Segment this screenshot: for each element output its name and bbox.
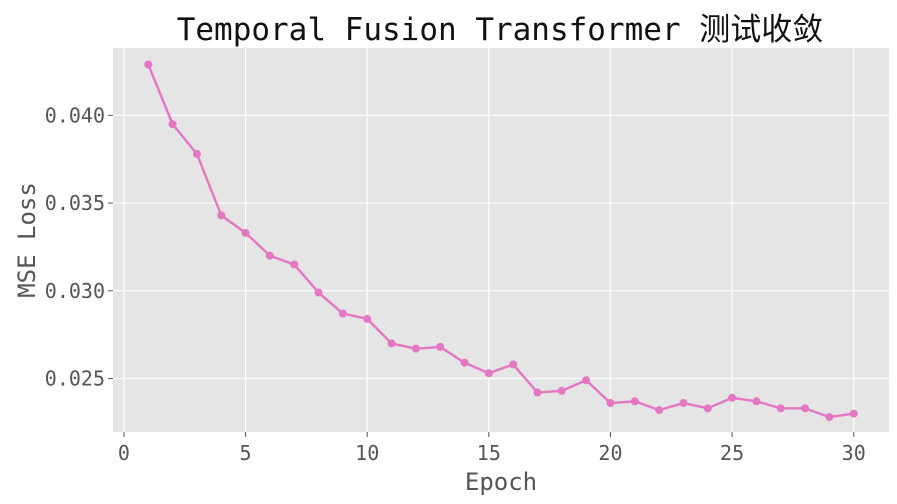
- y-tick-label: 0.025: [45, 366, 105, 390]
- data-point: [338, 309, 347, 318]
- data-point: [825, 413, 834, 422]
- series-line: [147, 64, 854, 419]
- data-point: [460, 358, 469, 367]
- data-point: [557, 386, 566, 395]
- data-point: [144, 60, 153, 69]
- series-group: [144, 60, 858, 422]
- x-tick-label: 30: [842, 441, 866, 465]
- data-point: [265, 251, 274, 260]
- data-point: [314, 288, 323, 297]
- data-point: [630, 397, 639, 406]
- y-axis-label: MSE Loss: [13, 182, 41, 298]
- x-tick-label: 0: [118, 441, 130, 465]
- plot-background: [113, 48, 889, 432]
- x-axis-ticks: 0 5 10 15 20 25 30: [118, 432, 866, 465]
- data-point: [849, 409, 858, 418]
- data-point: [363, 314, 372, 323]
- data-point: [606, 399, 615, 408]
- y-axis-ticks: 0.025 0.030 0.035 0.040: [45, 103, 113, 390]
- x-axis-label: Epoch: [465, 468, 537, 496]
- data-point: [217, 211, 226, 220]
- chart-title: Temporal Fusion Transformer 测试收敛: [177, 12, 824, 48]
- x-tick-label: 25: [720, 441, 744, 465]
- data-point: [168, 120, 177, 129]
- data-point: [582, 376, 591, 385]
- y-tick-label: 0.030: [45, 279, 105, 303]
- data-point: [484, 369, 493, 378]
- x-tick-label: 10: [355, 441, 379, 465]
- grid-lines: [113, 48, 889, 432]
- y-tick-label: 0.035: [45, 191, 105, 215]
- data-point: [192, 149, 201, 158]
- data-point: [411, 344, 420, 353]
- y-tick-label: 0.040: [45, 103, 105, 127]
- x-tick-label: 20: [598, 441, 622, 465]
- data-point: [801, 404, 810, 413]
- x-tick-label: 5: [240, 441, 252, 465]
- data-point: [387, 339, 396, 348]
- data-point: [752, 397, 761, 406]
- data-point: [509, 360, 518, 369]
- data-point: [679, 399, 688, 408]
- x-tick-label: 15: [477, 441, 501, 465]
- data-point: [703, 404, 712, 413]
- data-point: [728, 393, 737, 402]
- data-point: [655, 406, 664, 415]
- data-point: [290, 260, 299, 269]
- data-point: [776, 404, 785, 413]
- data-point: [436, 342, 445, 351]
- data-point: [533, 388, 542, 397]
- data-point: [241, 228, 250, 237]
